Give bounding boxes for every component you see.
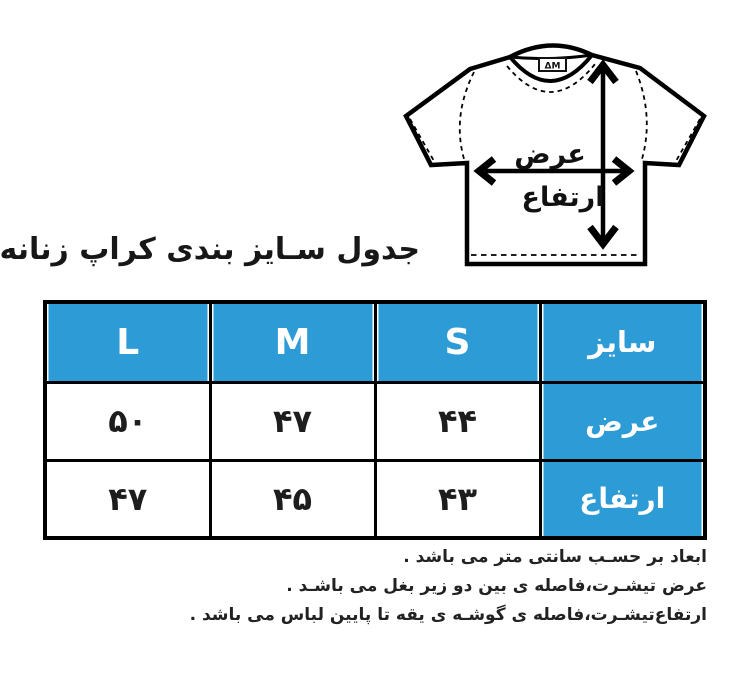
header-size-column: سایز: [538, 300, 707, 384]
height-arrowhead-bottom: [587, 224, 619, 250]
page-title: جدول سـایز بندی کراپ زنانه: [0, 232, 420, 267]
footnote-width-definition: عرض تیشـرت،فاصله ی بین دو زیر بغل می باش…: [286, 576, 707, 596]
height-value-s: ۴۳: [373, 458, 542, 540]
width-arrowhead-right: [611, 156, 635, 186]
table-header-row: سایز S M L: [43, 300, 707, 384]
brand-label-box: [538, 57, 567, 72]
tshirt-diagram: ΔM عرض ارتفاع: [398, 16, 728, 282]
tshirt-illustration-svg: ΔM عرض ارتفاع: [403, 43, 707, 267]
height-value-l: ۴۷: [43, 458, 212, 540]
neck-seam-dashed: [506, 63, 596, 93]
left-armhole-seam-dashed: [458, 71, 475, 160]
header-size-m: M: [208, 300, 377, 384]
width-value-m: ۴۷: [208, 380, 377, 462]
right-armhole-seam-dashed: [635, 70, 648, 160]
footnote-height-definition: ارتفاع‌تیشـرت،فاصله ی گوشـه ی یقه تا پای…: [189, 605, 707, 625]
height-arrow-label: ارتفاع: [522, 182, 605, 213]
header-size-l: L: [43, 300, 212, 384]
height-value-m: ۴۵: [208, 458, 377, 540]
table-row-width: عرض ۴۴ ۴۷ ۵۰: [43, 380, 707, 462]
size-table: سایز S M L عرض ۴۴ ۴۷ ۵۰ ارتفاع ۴۳ ۴۵ ۴۷: [43, 300, 707, 540]
footnotes: ابعاد بر حسـب سانتی متر می باشد . عرض تی…: [190, 543, 707, 630]
width-arrowhead-left: [473, 156, 497, 186]
table-row-height: ارتفاع ۴۳ ۴۵ ۴۷: [43, 458, 707, 540]
width-value-l: ۵۰: [43, 380, 212, 462]
brand-label-text: ΔM: [545, 62, 561, 72]
footnote-units: ابعاد بر حسـب سانتی متر می باشد .: [403, 547, 707, 567]
header-size-s: S: [373, 300, 542, 384]
width-value-s: ۴۴: [373, 380, 542, 462]
height-arrowhead-top: [587, 59, 619, 85]
width-arrow-label: عرض: [514, 139, 586, 170]
width-row-label: عرض: [538, 380, 707, 462]
height-row-label: ارتفاع: [538, 458, 707, 540]
